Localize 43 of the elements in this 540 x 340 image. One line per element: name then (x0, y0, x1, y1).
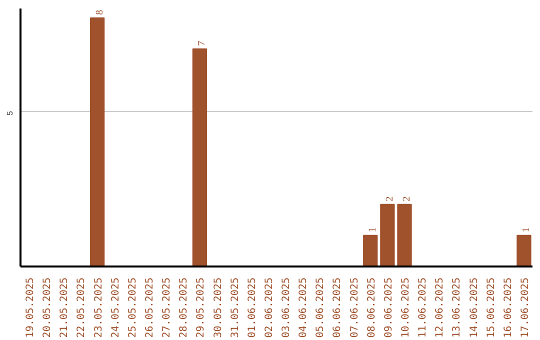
x-tick-label: 20.05.2025 (42, 277, 54, 338)
x-tick-label: 08.06.2025 (366, 277, 378, 338)
bar (90, 17, 105, 266)
data-label: 2 (384, 196, 396, 202)
x-tick-label: 23.05.2025 (93, 277, 104, 338)
x-tick-label: 26.05.2025 (144, 277, 156, 338)
bar (516, 234, 532, 266)
x-tick-label: 05.06.2025 (315, 277, 326, 338)
bar (380, 204, 395, 266)
x-tick-label: 16.06.2025 (502, 277, 514, 338)
x-tick-label: 09.06.2025 (383, 277, 394, 338)
x-tick-label: 30.05.2025 (212, 277, 224, 338)
data-label: 1 (520, 227, 532, 232)
data-label: 8 (94, 10, 106, 15)
x-tick-label: 29.05.2025 (196, 277, 207, 338)
x-tick-label: 31.05.2025 (230, 277, 241, 338)
data-label: 7 (196, 40, 208, 46)
x-tick-label: 14.06.2025 (468, 277, 480, 338)
x-tick-label: 24.05.2025 (110, 277, 122, 338)
x-tick-label: 27.05.2025 (162, 277, 173, 338)
x-tick-label: 17.06.2025 (520, 277, 531, 338)
x-tick-label: 06.06.2025 (332, 277, 344, 338)
x-tick-label: 15.06.2025 (486, 277, 497, 338)
data-label: 2 (402, 196, 412, 202)
x-tick-label: 11.06.2025 (418, 277, 429, 338)
x-tick-label: 25.05.2025 (127, 277, 138, 338)
x-tick-label: 01.06.2025 (246, 277, 258, 338)
bar (397, 204, 412, 266)
data-label: 1 (367, 227, 378, 232)
x-tick-label: 19.05.2025 (25, 277, 36, 338)
x-tick-label: 12.06.2025 (434, 277, 446, 338)
bar (192, 48, 208, 266)
bar (363, 234, 378, 266)
x-tick-label: 10.06.2025 (400, 277, 412, 338)
x-tick-label: 03.06.2025 (281, 277, 292, 338)
x-tick-label: 02.06.2025 (264, 277, 275, 338)
y-tick-label: 5 (6, 110, 14, 116)
x-tick-label: 13.06.2025 (452, 277, 463, 338)
x-tick-label: 04.06.2025 (298, 277, 310, 338)
x-tick-label: 22.05.2025 (76, 277, 88, 338)
x-tick-label: 07.06.2025 (349, 277, 360, 338)
x-tick-label: 21.05.2025 (59, 277, 70, 338)
x-tick-label: 28.05.2025 (178, 277, 190, 338)
